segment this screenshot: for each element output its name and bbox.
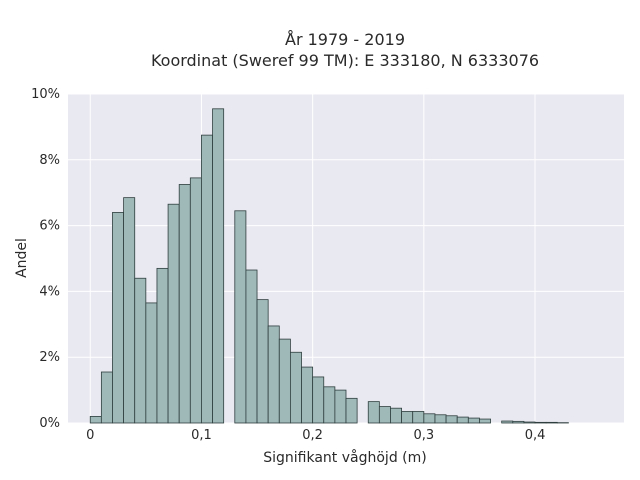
histogram-bar <box>479 418 491 424</box>
histogram-bar <box>145 302 158 424</box>
histogram-bar <box>245 269 258 424</box>
histogram-bar <box>390 407 403 424</box>
histogram-bar <box>123 197 136 424</box>
histogram-bar <box>234 210 247 424</box>
histogram-bar <box>412 411 425 424</box>
histogram-bar <box>212 108 225 424</box>
histogram-bar <box>201 134 213 424</box>
histogram-bar <box>256 299 269 424</box>
histogram-bar <box>423 413 436 424</box>
histogram-bar <box>434 414 447 424</box>
histogram-bar <box>267 325 280 424</box>
histogram-bar <box>89 416 102 424</box>
y-tick-label: 0% <box>39 416 60 431</box>
y-axis-ticks: 0% 2% 4% 6% 8% 10% <box>31 87 60 431</box>
y-tick-label: 6% <box>39 219 60 234</box>
histogram-bar <box>100 371 113 424</box>
histogram-bar <box>456 416 469 424</box>
histogram-bar <box>189 177 202 424</box>
x-tick-label: 0 <box>86 428 94 443</box>
histogram-bar <box>301 366 314 424</box>
histogram-bar <box>501 420 514 424</box>
y-tick-label: 10% <box>31 87 60 102</box>
histogram-bar <box>312 376 325 424</box>
x-axis-title: Signifikant våghöjd (m) <box>263 449 426 466</box>
x-axis-ticks: 0 0,1 0,2 0,3 0,4 <box>86 428 545 443</box>
histogram-bar <box>156 267 169 424</box>
histogram-bar <box>278 338 291 424</box>
y-tick-label: 4% <box>39 284 60 299</box>
histogram-bar <box>378 406 391 424</box>
chart-title-line2: Koordinat (Sweref 99 TM): E 333180, N 63… <box>151 51 539 70</box>
histogram-bar <box>334 389 347 424</box>
histogram-bar <box>523 421 536 424</box>
histogram-bar <box>323 386 336 424</box>
histogram-bar <box>134 277 147 424</box>
histogram-bar <box>178 184 191 424</box>
histogram-bar <box>512 420 525 424</box>
histogram-bar <box>289 351 302 424</box>
y-tick-label: 2% <box>39 350 60 365</box>
title: År 1979 - 2019 Koordinat (Sweref 99 TM):… <box>151 30 539 70</box>
x-tick-label: 0,2 <box>302 428 323 443</box>
histogram-bar <box>112 212 125 424</box>
y-axis-title: Andel <box>14 238 30 278</box>
histogram-bar <box>534 421 547 424</box>
histogram-bar <box>445 415 458 424</box>
y-tick-label: 8% <box>39 153 60 168</box>
histogram-bar <box>345 397 358 424</box>
x-tick-label: 0,1 <box>191 428 212 443</box>
histogram-bar <box>401 411 414 424</box>
x-tick-label: 0,3 <box>413 428 434 443</box>
histogram-bar <box>545 421 558 424</box>
x-tick-label: 0,4 <box>525 428 546 443</box>
chart-title-line1: År 1979 - 2019 <box>285 30 405 49</box>
histogram-bar <box>167 203 180 424</box>
histogram-bars <box>89 108 569 424</box>
histogram-bar <box>467 417 480 424</box>
histogram-bar <box>367 401 380 424</box>
